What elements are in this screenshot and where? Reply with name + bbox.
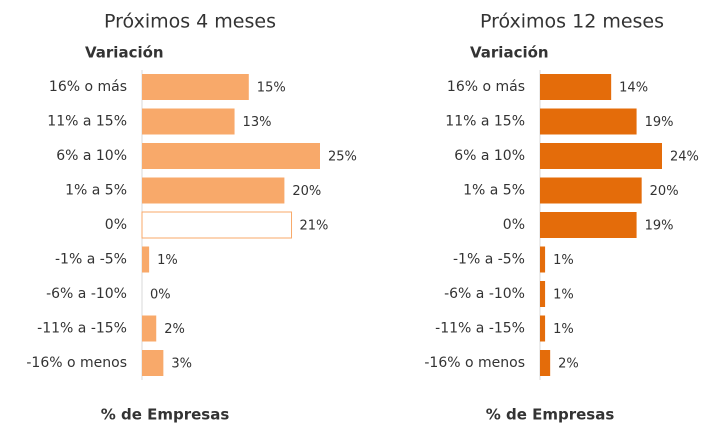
category-label: 11% a 15% xyxy=(445,114,525,130)
category-label: -11% a -15% xyxy=(37,321,127,337)
value-label: 25% xyxy=(328,150,357,165)
bar xyxy=(540,74,612,100)
value-label: 1% xyxy=(553,288,574,303)
value-label: 13% xyxy=(243,115,272,130)
category-label: -6% a -10% xyxy=(444,286,525,302)
bar xyxy=(142,246,150,273)
category-label: 6% a 10% xyxy=(454,148,525,164)
category-label: -1% a -5% xyxy=(453,252,525,268)
x-axis-label: % de Empresas xyxy=(101,406,230,424)
bar xyxy=(142,143,320,169)
category-label: -6% a -10% xyxy=(46,286,127,302)
category-header: Variación xyxy=(85,44,164,62)
bar xyxy=(540,143,662,169)
value-label: 2% xyxy=(558,357,579,372)
value-label: 15% xyxy=(257,81,286,96)
bar xyxy=(142,108,235,135)
x-axis-label: % de Empresas xyxy=(486,406,615,424)
bar xyxy=(540,350,551,376)
bar xyxy=(540,315,546,342)
category-label: 1% a 5% xyxy=(65,183,127,199)
value-label: 2% xyxy=(164,322,185,337)
category-label: 0% xyxy=(503,217,525,233)
value-label: 19% xyxy=(645,219,674,234)
category-label: 16% o más xyxy=(447,79,525,95)
category-label: 1% a 5% xyxy=(463,183,525,199)
value-label: 3% xyxy=(171,357,192,372)
category-label: 6% a 10% xyxy=(56,148,127,164)
value-label: 1% xyxy=(157,253,178,268)
bar xyxy=(142,74,249,100)
bar xyxy=(540,177,642,204)
value-label: 20% xyxy=(650,184,679,199)
bar xyxy=(141,211,293,239)
bar xyxy=(540,212,637,238)
category-label: -11% a -15% xyxy=(435,321,525,337)
value-label: 24% xyxy=(670,150,699,165)
value-label: 20% xyxy=(292,184,321,199)
value-label: 0% xyxy=(150,288,171,303)
bar xyxy=(142,315,157,342)
category-label: 16% o más xyxy=(49,79,127,95)
category-label: -16% o menos xyxy=(26,355,127,371)
bar xyxy=(142,350,164,376)
value-label: 1% xyxy=(553,253,574,268)
value-label: 21% xyxy=(300,219,329,234)
category-label: 11% a 15% xyxy=(47,114,127,130)
chart-title: Próximos 12 meses xyxy=(480,11,664,33)
value-label: 19% xyxy=(645,115,674,130)
value-label: 1% xyxy=(553,322,574,337)
bar xyxy=(540,246,546,273)
category-label: -16% o menos xyxy=(424,355,525,371)
value-label: 14% xyxy=(619,81,648,96)
category-label: -1% a -5% xyxy=(55,252,127,268)
category-header: Variación xyxy=(470,44,549,62)
category-label: 0% xyxy=(105,217,127,233)
bar xyxy=(142,177,285,204)
chart-title: Próximos 4 meses xyxy=(104,11,276,33)
bar xyxy=(540,108,637,135)
bar xyxy=(540,281,546,307)
